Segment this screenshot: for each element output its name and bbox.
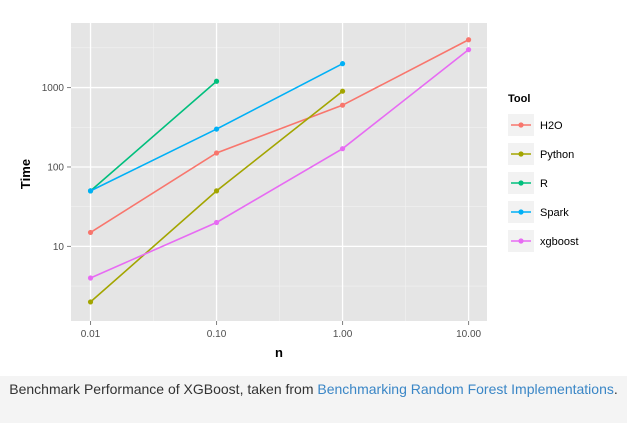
data-point-python (87, 299, 94, 305)
data-point-h2o (465, 37, 472, 43)
chart-figure: 0.01 0.10 1.00 10.00 10 100 1000 n Time Tool H… (18, 23, 579, 360)
chart-svg: 0.01 0.10 1.00 10.00 10 100 1000 n Time Tool H… (18, 23, 579, 360)
caption-link[interactable]: Benchmarking Random Forest Implementatio… (317, 381, 614, 397)
legend-item-r: R (508, 172, 548, 194)
plot-panel (71, 23, 487, 321)
axis-layer: 0.01 0.10 1.00 10.00 10 100 1000 (42, 83, 482, 340)
legend: Tool H2O Python R Spark xgboost (508, 93, 579, 252)
x-tick-label: 0.01 (81, 329, 101, 340)
legend-key-point-r (518, 180, 524, 186)
series-xgboost (87, 47, 472, 281)
legend-label-python: Python (540, 149, 574, 161)
series-spark (87, 61, 346, 194)
legend-item-xgboost: xgboost (508, 230, 579, 252)
y-tick-label: 100 (47, 162, 64, 173)
legend-label-h2o: H2O (540, 120, 563, 132)
data-point-h2o (213, 150, 220, 156)
grid-layer (71, 23, 487, 321)
data-point-spark (339, 61, 346, 67)
data-point-r (213, 78, 220, 84)
data-point-xgboost (465, 47, 472, 53)
legend-label-xgboost: xgboost (540, 236, 579, 248)
figure-caption: Benchmark Performance of XGBoost, taken … (0, 376, 627, 423)
legend-key-point-xgboost (518, 238, 524, 244)
data-point-xgboost (213, 219, 220, 226)
legend-key-point-python (518, 151, 524, 157)
x-tick-label: 10.00 (456, 329, 481, 340)
legend-key-point-h2o (518, 122, 524, 128)
x-tick-label: 0.10 (207, 329, 227, 340)
series-line-h2o (90, 39, 469, 234)
data-point-xgboost (339, 146, 346, 152)
caption-text: Benchmark Performance of XGBoost, taken … (9, 381, 318, 397)
data-point-spark (87, 188, 94, 194)
series-h2o (87, 37, 472, 236)
data-point-python (339, 88, 346, 94)
legend-label-r: R (540, 178, 548, 190)
legend-title: Tool (508, 93, 530, 105)
data-point-python (213, 188, 220, 194)
data-point-h2o (339, 102, 346, 108)
series-line-r (89, 80, 218, 192)
y-tick-label: 10 (53, 242, 65, 253)
series-line-xgboost (90, 49, 470, 279)
data-point-spark (213, 126, 220, 132)
legend-key-point-spark (518, 209, 524, 215)
legend-label-spark: Spark (540, 207, 569, 219)
x-axis-title: n (275, 345, 283, 360)
y-tick-label: 1000 (42, 83, 65, 94)
series-python (87, 88, 346, 305)
data-point-xgboost (87, 275, 94, 281)
legend-item-spark: Spark (508, 201, 569, 223)
legend-item-h2o: H2O (508, 114, 563, 136)
x-tick-label: 1.00 (333, 329, 353, 340)
legend-item-python: Python (508, 143, 574, 165)
series-layer (87, 37, 472, 305)
y-axis-title: Time (18, 159, 33, 189)
caption-period: . (613, 381, 618, 397)
data-point-h2o (87, 229, 94, 236)
